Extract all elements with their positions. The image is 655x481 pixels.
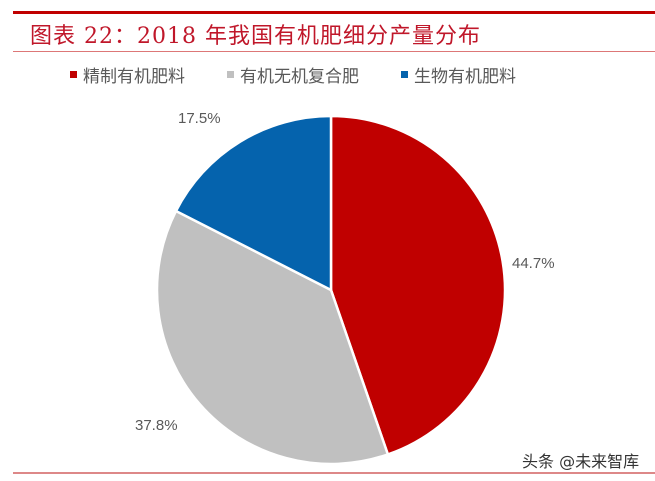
legend-label: 生物有机肥料 [414,67,516,87]
legend-item-bio: 生物有机肥料 [401,62,516,87]
legend: 精制有机肥料 有机无机复合肥 生物有机肥料 [70,62,558,87]
pie-slice-1 [155,209,390,466]
legend-label: 精制有机肥料 [83,67,185,87]
chart-title: 图表 22：2018 年我国有机肥细分产量分布 [30,24,481,49]
label-refined: 44.7% [512,255,555,272]
legend-label: 有机无机复合肥 [240,67,359,87]
label-bio: 17.5% [178,110,221,127]
legend-item-compound: 有机无机复合肥 [227,62,359,87]
legend-swatch-gray [227,71,234,78]
title-rule [13,51,655,52]
legend-swatch-red [70,71,77,78]
bottom-rule [13,472,655,474]
legend-swatch-blue [401,71,408,78]
pie-slice-0 [329,114,507,457]
watermark: 头条 @未来智库 [522,452,640,471]
label-compound: 37.8% [135,417,178,434]
pie-slice-2 [174,114,333,293]
top-rule [13,11,655,14]
legend-item-refined: 精制有机肥料 [70,62,185,87]
